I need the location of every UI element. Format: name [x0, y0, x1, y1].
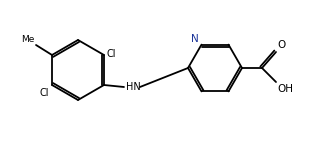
Text: N: N: [191, 34, 198, 44]
Text: O: O: [277, 40, 285, 50]
Text: HN: HN: [126, 82, 141, 92]
Text: Cl: Cl: [107, 49, 116, 59]
Text: OH: OH: [277, 84, 293, 94]
Text: Cl: Cl: [39, 88, 49, 98]
Text: Me: Me: [21, 35, 34, 44]
